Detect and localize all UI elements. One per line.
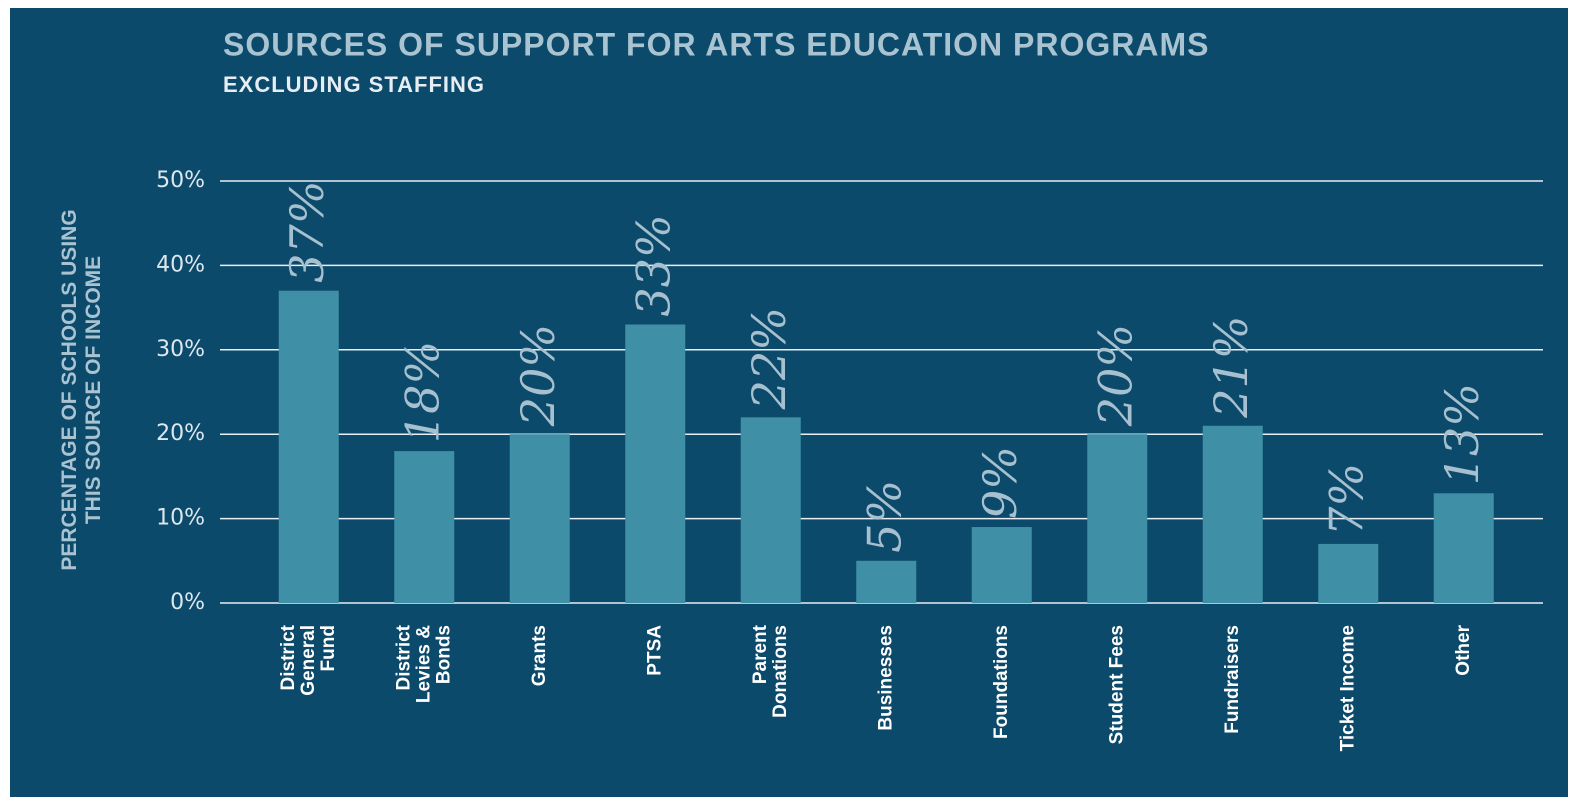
bar bbox=[278, 290, 339, 603]
bar bbox=[625, 324, 686, 603]
value-label: 37% bbox=[280, 180, 334, 282]
y-tick-label: 30% bbox=[156, 337, 205, 362]
bar bbox=[394, 451, 455, 603]
x-tick-label: ParentDonations bbox=[750, 624, 791, 718]
x-tick-label: Fundraisers bbox=[1222, 625, 1243, 734]
y-tick-label: 0% bbox=[170, 590, 205, 615]
x-tick-label: Foundations bbox=[991, 625, 1012, 739]
bar bbox=[509, 434, 570, 603]
value-label: 21% bbox=[1204, 316, 1258, 419]
value-label: 7% bbox=[1319, 463, 1373, 536]
x-tick-label: DistrictLevies &Bonds bbox=[393, 624, 454, 703]
value-label: 33% bbox=[626, 214, 680, 316]
x-tick-label: DistrictGeneralFund bbox=[278, 624, 339, 695]
bar bbox=[1087, 434, 1148, 603]
bar bbox=[1202, 425, 1263, 603]
x-tick-label: Other bbox=[1453, 624, 1474, 675]
background bbox=[10, 8, 1568, 797]
chart-subtitle: EXCLUDING STAFFING bbox=[223, 72, 485, 97]
bar bbox=[971, 527, 1032, 603]
x-tick-label: PTSA bbox=[644, 625, 665, 676]
x-tick-label: Grants bbox=[529, 625, 550, 686]
chart-title: SOURCES OF SUPPORT FOR ARTS EDUCATION PR… bbox=[223, 26, 1209, 62]
bar bbox=[856, 560, 917, 603]
y-tick-label: 50% bbox=[156, 168, 205, 193]
y-axis-label: PERCENTAGE OF SCHOOLS USINGTHIS SOURCE O… bbox=[58, 209, 105, 570]
value-label: 18% bbox=[395, 341, 449, 443]
bar bbox=[740, 417, 801, 603]
value-label: 5% bbox=[857, 480, 911, 553]
y-tick-label: 20% bbox=[156, 421, 205, 446]
value-label: 9% bbox=[973, 446, 1027, 519]
value-label: 22% bbox=[742, 307, 796, 410]
value-label: 20% bbox=[511, 324, 565, 427]
x-tick-label: Businesses bbox=[875, 625, 896, 731]
x-tick-label: Student Fees bbox=[1106, 625, 1127, 744]
bar bbox=[1318, 543, 1379, 603]
value-label: 13% bbox=[1435, 383, 1489, 485]
x-tick-label: Ticket Income bbox=[1337, 625, 1358, 751]
y-tick-label: 10% bbox=[156, 506, 205, 531]
y-tick-label: 40% bbox=[156, 252, 205, 277]
value-label: 20% bbox=[1088, 324, 1142, 427]
bar bbox=[1433, 493, 1494, 603]
